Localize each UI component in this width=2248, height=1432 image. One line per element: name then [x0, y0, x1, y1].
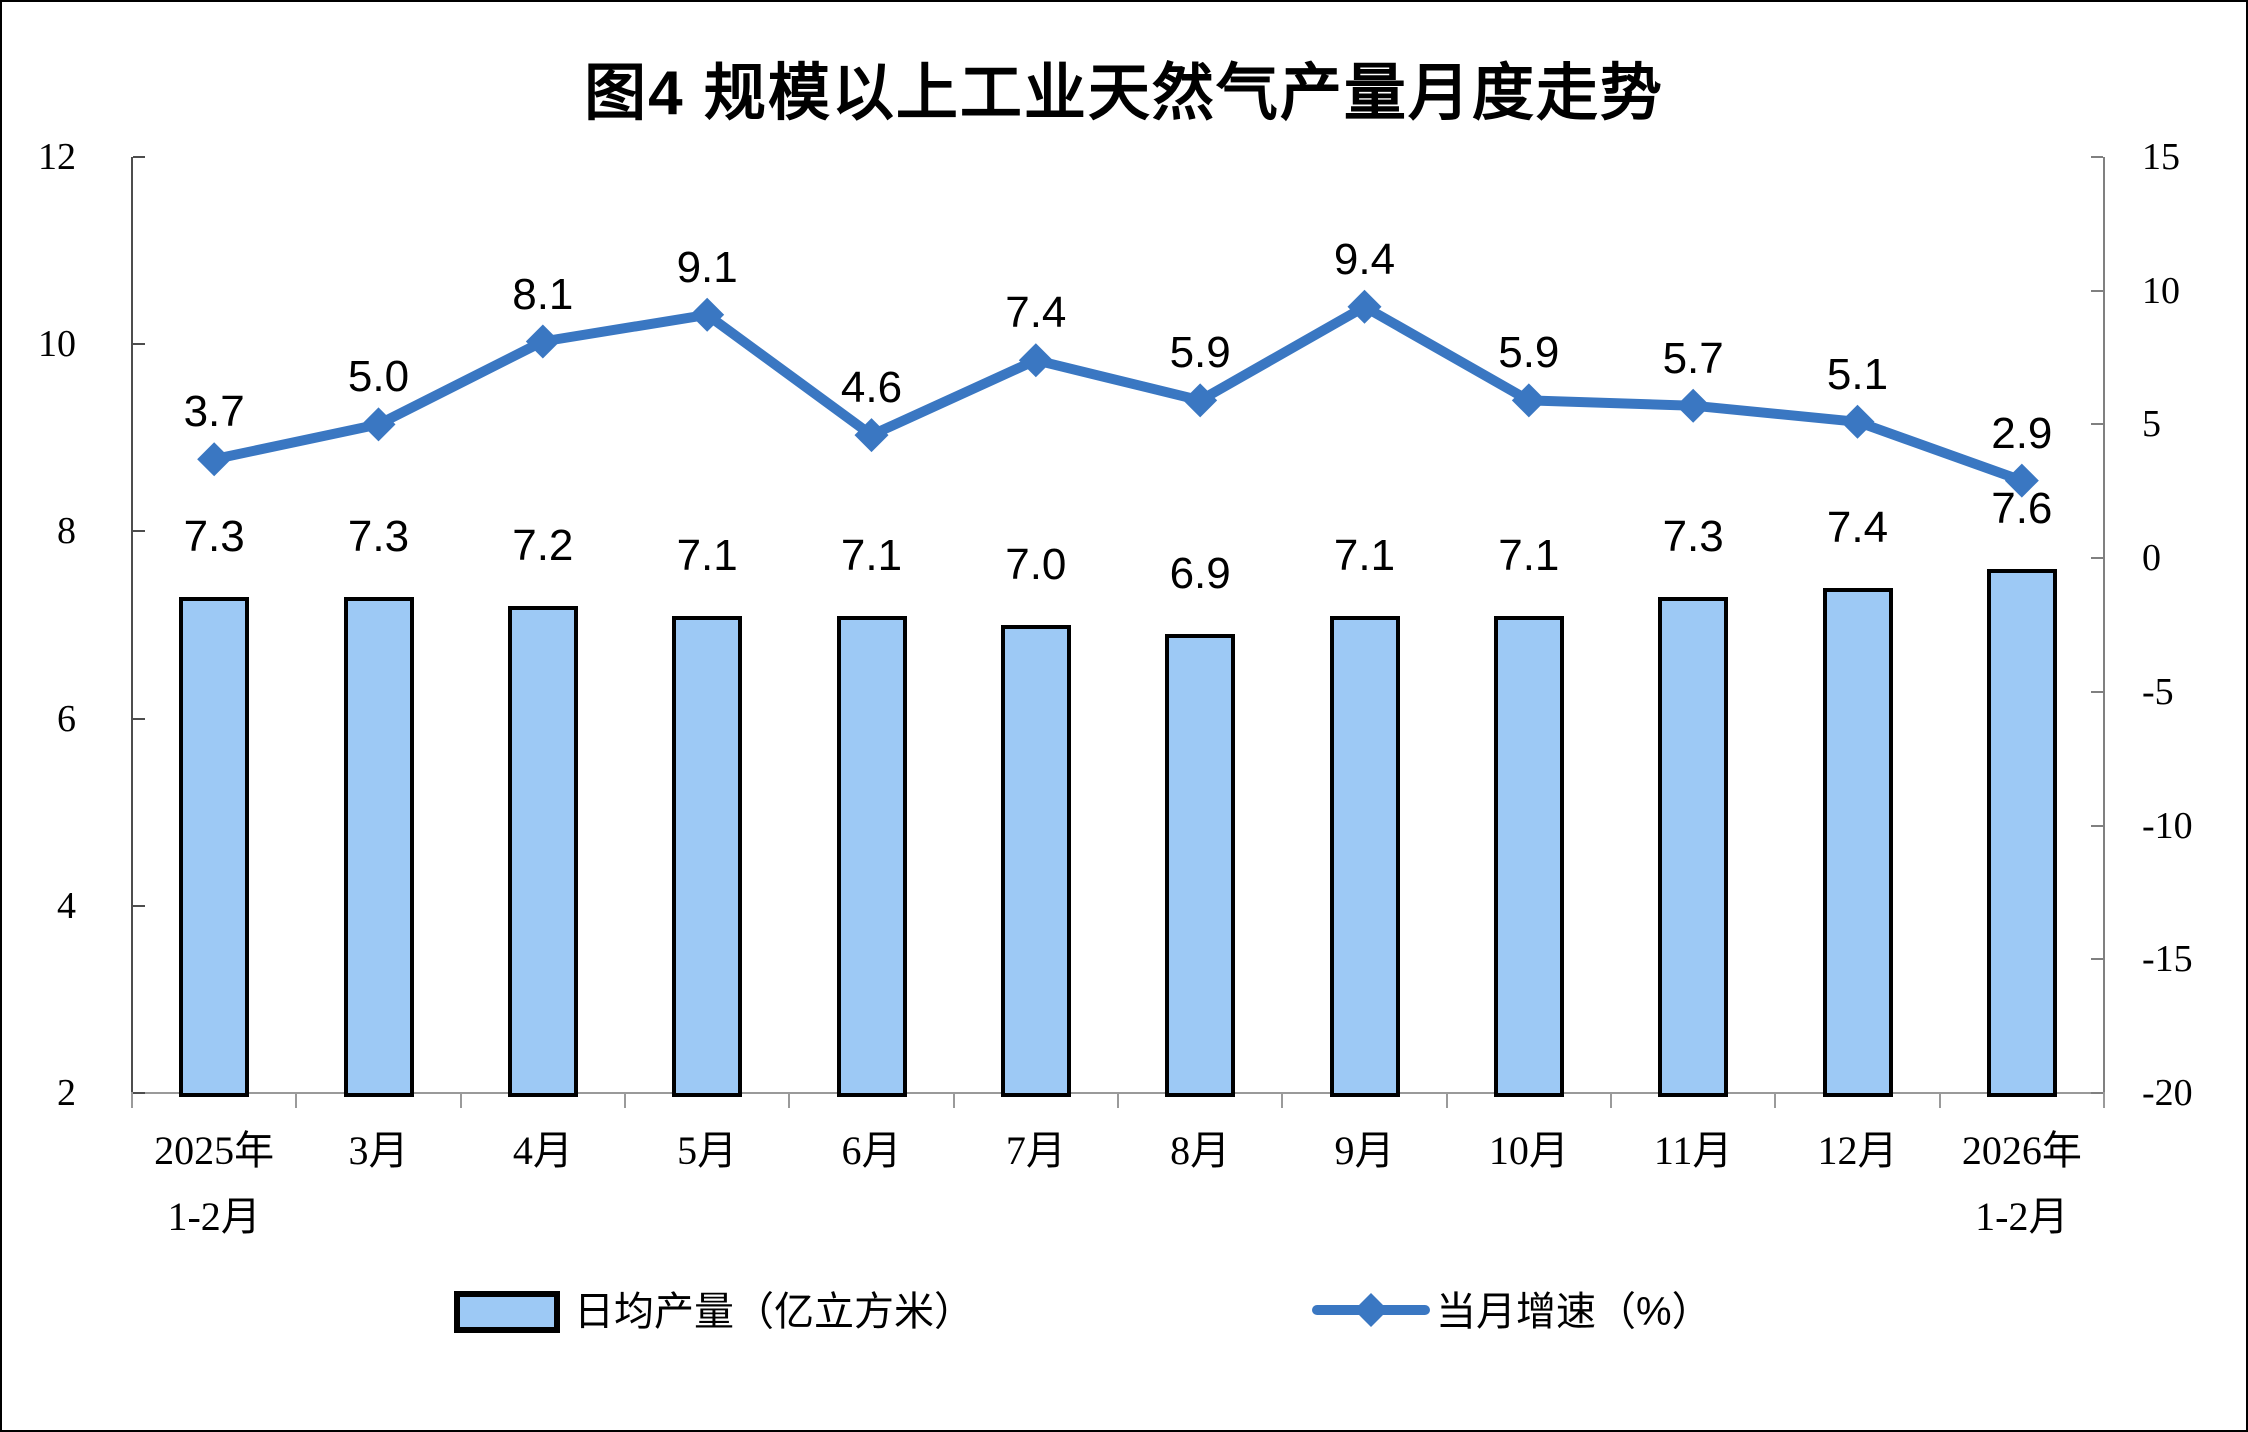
line-value-label: 4.6 — [840, 363, 903, 413]
x-axis-category-label: 10月 — [1488, 1128, 1569, 1173]
y-axis-right-tick — [2091, 1092, 2103, 1094]
x-axis-category-label: 3月 — [348, 1128, 409, 1173]
bar-daily-output — [1329, 615, 1400, 1097]
y-axis-right-tick-label: 15 — [2142, 136, 2180, 178]
bar-value-label: 7.1 — [840, 530, 903, 580]
line-value-label: 5.9 — [1498, 328, 1560, 378]
x-axis-category-label: 11月 — [1653, 1128, 1733, 1173]
x-axis-category-label: 9月 — [1334, 1128, 1395, 1173]
x-axis-category-label: 5月 — [677, 1128, 738, 1173]
bar-value-label: 7.3 — [347, 511, 410, 561]
bar-daily-output — [1493, 615, 1564, 1097]
bar-value-label: 7.1 — [1333, 530, 1396, 580]
x-axis-tick — [788, 1093, 791, 1108]
bar-daily-output — [836, 615, 907, 1097]
y-axis-left-tick — [133, 156, 145, 158]
x-axis-tick — [1445, 1093, 1448, 1108]
x-axis-category-label: 12月 — [1817, 1128, 1898, 1173]
y-axis-left-tick-label: 10 — [38, 323, 76, 366]
x-axis-category-label: 4月 — [512, 1128, 573, 1173]
y-axis-left-tick — [133, 717, 145, 720]
bar-daily-output — [343, 596, 414, 1097]
chart-title: 图4 规模以上工业天然气产量月度走势 — [584, 59, 1664, 128]
bar-value-label: 7.2 — [512, 521, 574, 571]
x-axis-tick — [1610, 1093, 1612, 1108]
y-axis-right-tick-label: 10 — [2142, 269, 2180, 312]
line-value-label: 9.1 — [676, 242, 738, 292]
bar-daily-output — [1165, 634, 1236, 1097]
bar-value-label: 7.0 — [1005, 540, 1067, 589]
y-axis-right-tick — [2091, 289, 2103, 292]
x-axis-tick — [1117, 1093, 1119, 1108]
y-axis-left-tick-label: 8 — [57, 510, 76, 553]
line-value-label: 7.4 — [1005, 288, 1067, 338]
x-axis-tick — [459, 1093, 462, 1108]
bar-daily-output — [1000, 625, 1071, 1097]
x-axis-tick — [624, 1093, 626, 1108]
bar-value-label: 7.4 — [1826, 502, 1889, 552]
bar-daily-output — [1658, 596, 1729, 1097]
y-axis-right-tick — [2091, 156, 2103, 158]
line-value-label: 2.9 — [1991, 408, 2053, 458]
bar-value-label: 7.3 — [1662, 511, 1724, 561]
line-value-label: 8.1 — [512, 269, 574, 319]
y-axis-right-tick — [2091, 690, 2103, 693]
x-axis-tick — [131, 1093, 133, 1108]
bar-daily-output — [1986, 568, 2057, 1097]
x-axis-category-label: 8月 — [1170, 1128, 1231, 1173]
y-axis-right-tick-label: -20 — [2142, 1072, 2193, 1114]
y-axis-left-tick — [133, 343, 145, 346]
bar-value-label: 7.1 — [1498, 530, 1560, 580]
x-axis-category-label: 1-2月 — [167, 1194, 261, 1239]
bar-daily-output — [1822, 587, 1893, 1097]
x-axis-tick — [1774, 1093, 1777, 1108]
x-axis-tick — [952, 1093, 955, 1108]
y-axis-right-tick — [2091, 824, 2103, 827]
line-value-label: 5.1 — [1826, 349, 1889, 399]
bar-value-label: 6.9 — [1169, 549, 1231, 599]
y-axis-left-tick-label: 12 — [38, 136, 76, 178]
bar-value-label: 7.6 — [1991, 483, 2053, 533]
bar-daily-output — [507, 606, 578, 1097]
x-axis-tick — [2103, 1093, 2105, 1108]
line-value-label: 5.9 — [1169, 328, 1231, 378]
y-axis-left-tick — [133, 530, 145, 533]
y-axis-right-tick-label: -15 — [2142, 938, 2193, 981]
y-axis-right-tick — [2091, 958, 2103, 961]
x-axis-category-label: 6月 — [841, 1128, 902, 1173]
x-axis-tick — [1281, 1093, 1284, 1108]
x-axis-category-label: 7月 — [1005, 1128, 1066, 1173]
x-axis-category-label: 2025年 — [154, 1128, 275, 1173]
x-axis-tick — [1938, 1093, 1941, 1108]
bar-daily-output — [179, 596, 250, 1097]
y-axis-left-tick-label: 2 — [57, 1072, 76, 1114]
x-axis-category-label: 1-2月 — [1975, 1194, 2069, 1239]
y-axis-right-tick — [2091, 423, 2103, 426]
line-value-label: 5.0 — [347, 352, 410, 402]
bar-daily-output — [672, 615, 743, 1097]
y-axis-right-tick-label: 5 — [2142, 403, 2161, 446]
y-axis-right-tick — [2091, 557, 2103, 560]
bar-value-label: 7.1 — [676, 530, 738, 580]
y-axis-right-tick-label: 0 — [2142, 537, 2161, 580]
y-axis-left-tick — [133, 1092, 145, 1094]
line-value-label: 9.4 — [1333, 234, 1396, 284]
y-axis-left-line — [131, 157, 133, 1095]
x-axis-tick — [295, 1093, 298, 1108]
line-value-label: 5.7 — [1662, 333, 1724, 383]
bar-value-label: 7.3 — [183, 511, 245, 561]
x-axis-category-label: 2026年 — [1961, 1128, 2082, 1173]
y-axis-right-line — [2103, 157, 2105, 1095]
line-value-label: 3.7 — [183, 387, 245, 437]
y-axis-right-tick-label: -10 — [2142, 804, 2193, 847]
y-axis-right-tick-label: -5 — [2142, 670, 2174, 713]
y-axis-left-tick-label: 6 — [57, 697, 76, 740]
y-axis-left-tick — [133, 904, 145, 907]
y-axis-left-tick-label: 4 — [57, 884, 76, 927]
